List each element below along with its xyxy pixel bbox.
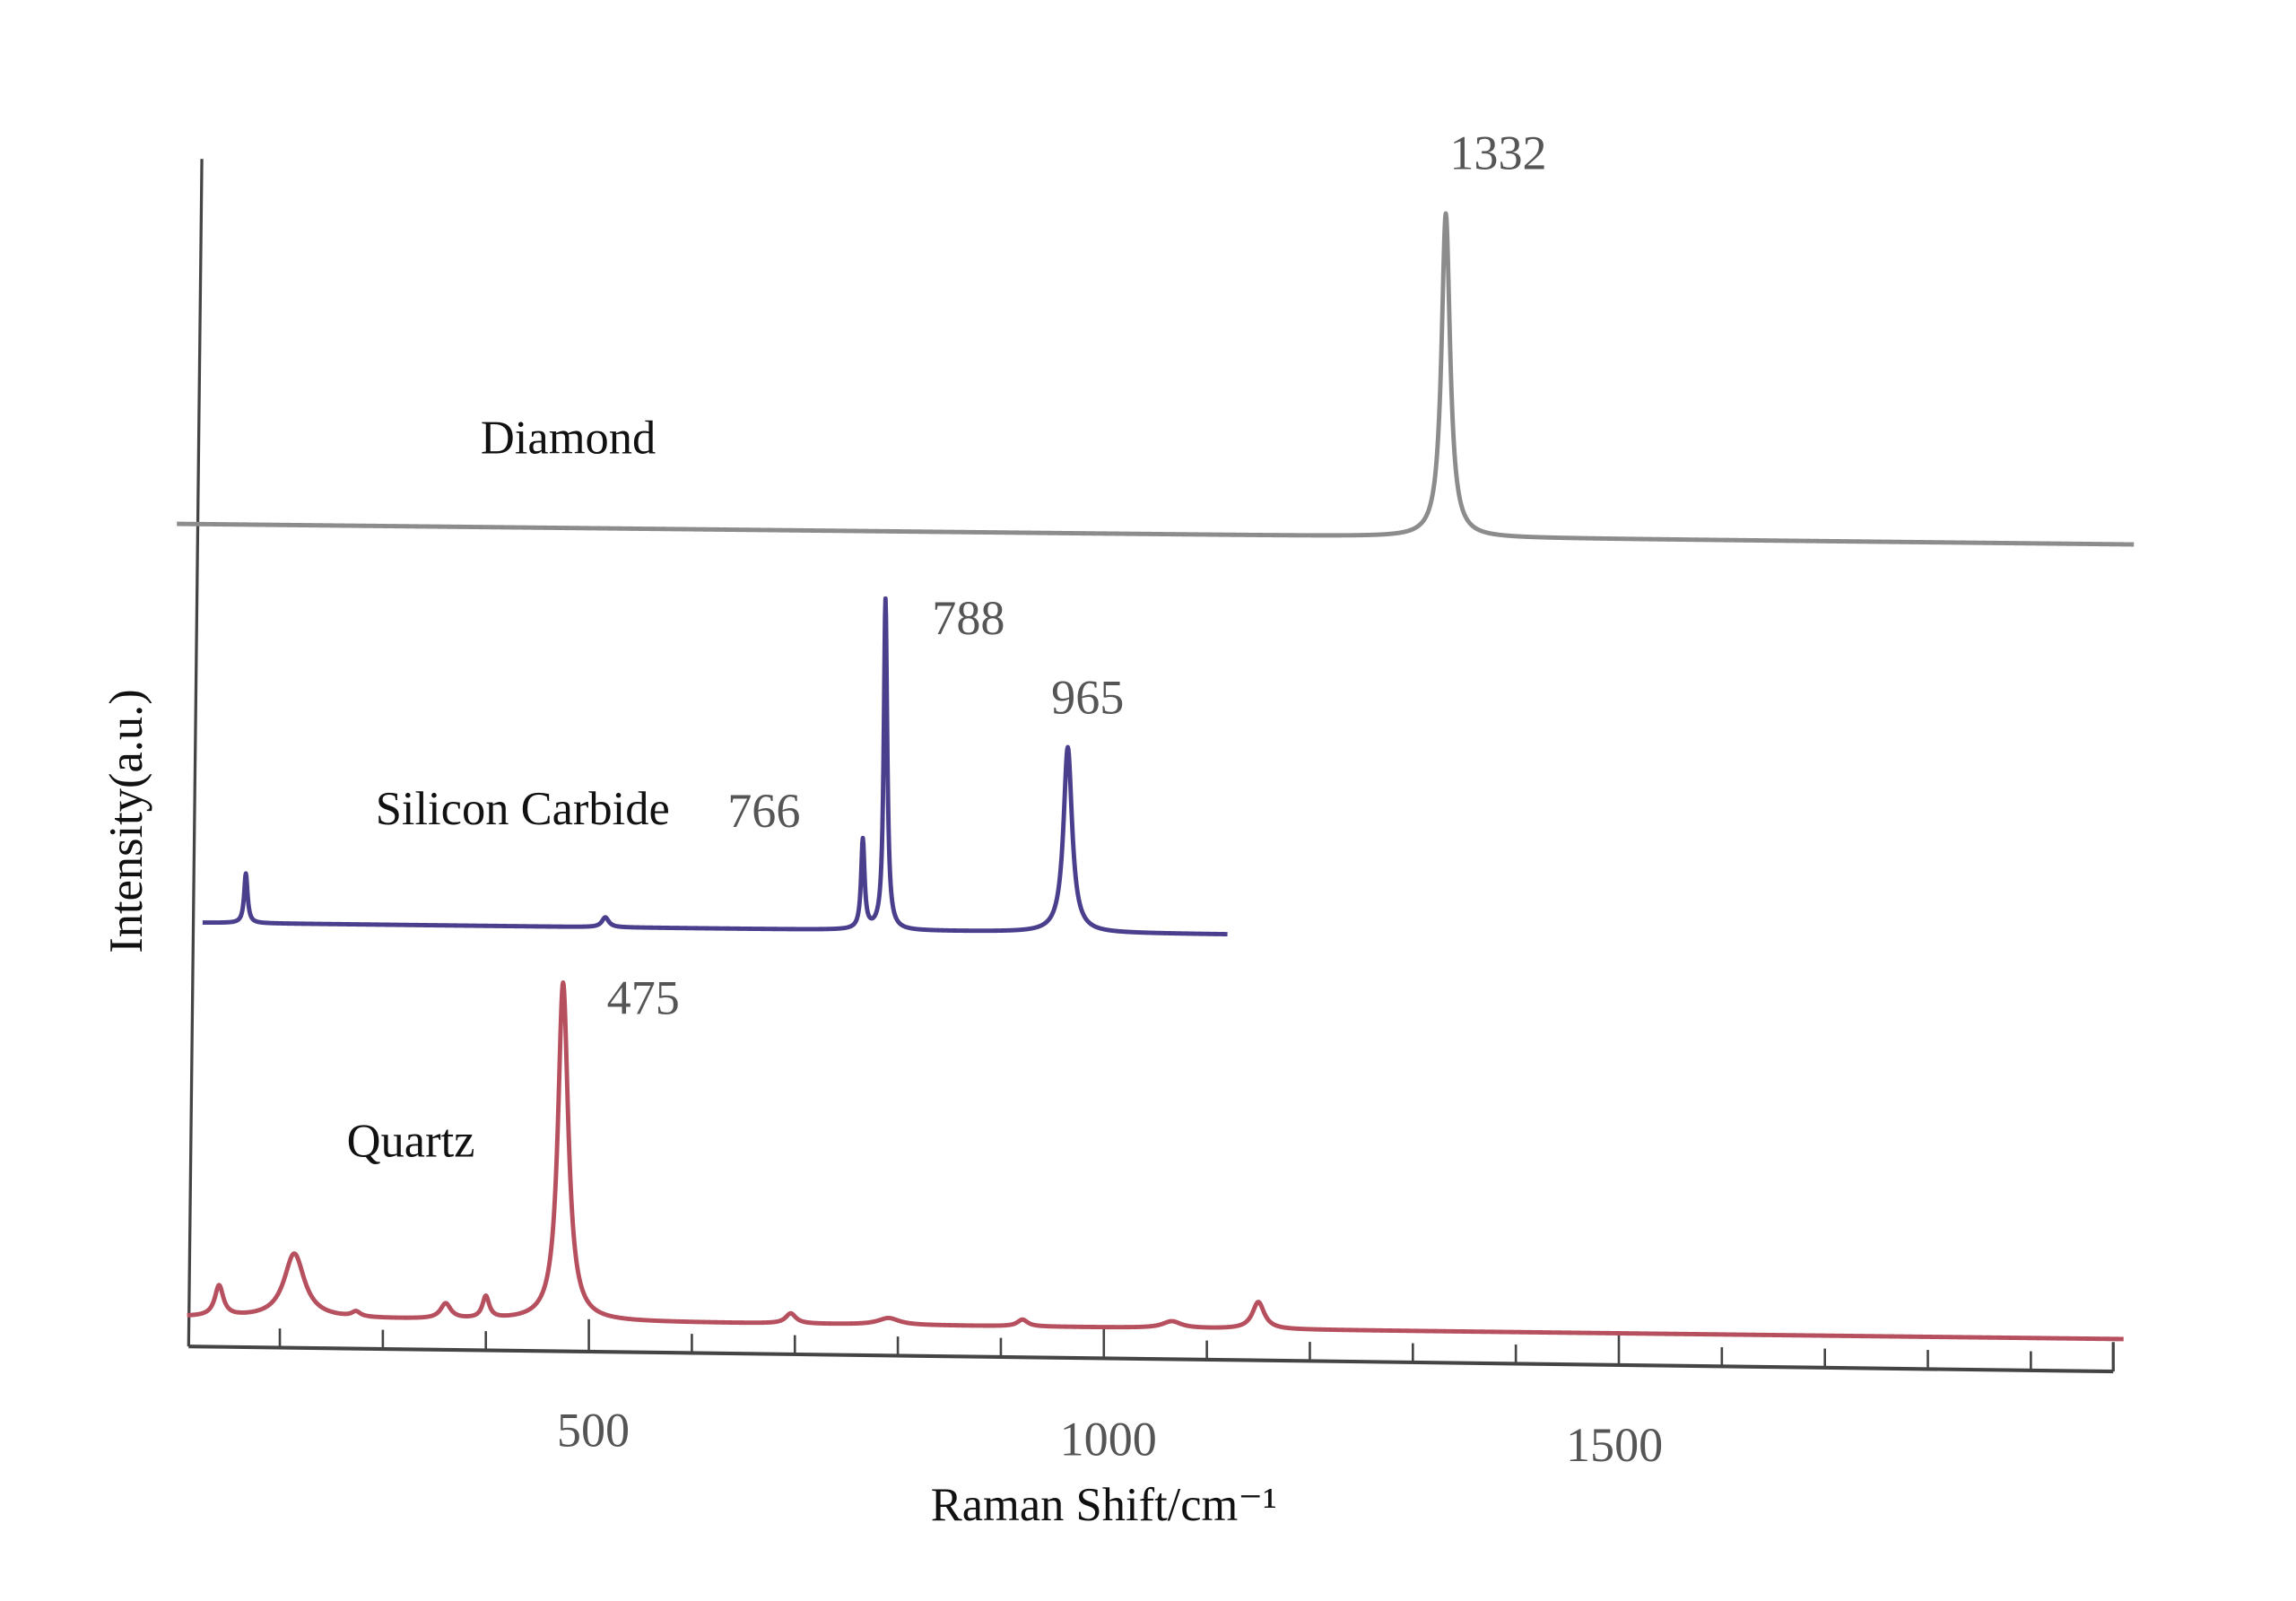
series-line-diamond (175, 211, 2136, 547)
peak-label-1332: 1332 (1449, 126, 1546, 180)
y-axis (187, 159, 204, 1347)
series-label-diamond: Diamond (481, 412, 656, 464)
x-tick-label-1000: 1000 (1060, 1413, 1157, 1466)
series-line-quartz (185, 980, 2126, 1342)
x-tick-label-500: 500 (557, 1404, 630, 1457)
peak-label-766: 766 (727, 784, 800, 838)
x-axis-title: Raman Shift/cm⁻¹ (931, 1479, 1277, 1531)
peak-label-965: 965 (1051, 671, 1124, 725)
series-label-quartz: Quartz (347, 1116, 475, 1168)
axes (187, 159, 2115, 1374)
peak-label-788: 788 (932, 591, 1004, 645)
series-label-silicon-carbide: Silicon Carbide (376, 783, 670, 835)
x-axis (188, 1344, 2114, 1374)
peak-label-475: 475 (607, 970, 680, 1024)
x-tick-label-1500: 1500 (1566, 1418, 1663, 1472)
y-axis-title: Intensity(a.u.) (100, 689, 152, 953)
series-line-silicon-carbide (201, 596, 1230, 937)
